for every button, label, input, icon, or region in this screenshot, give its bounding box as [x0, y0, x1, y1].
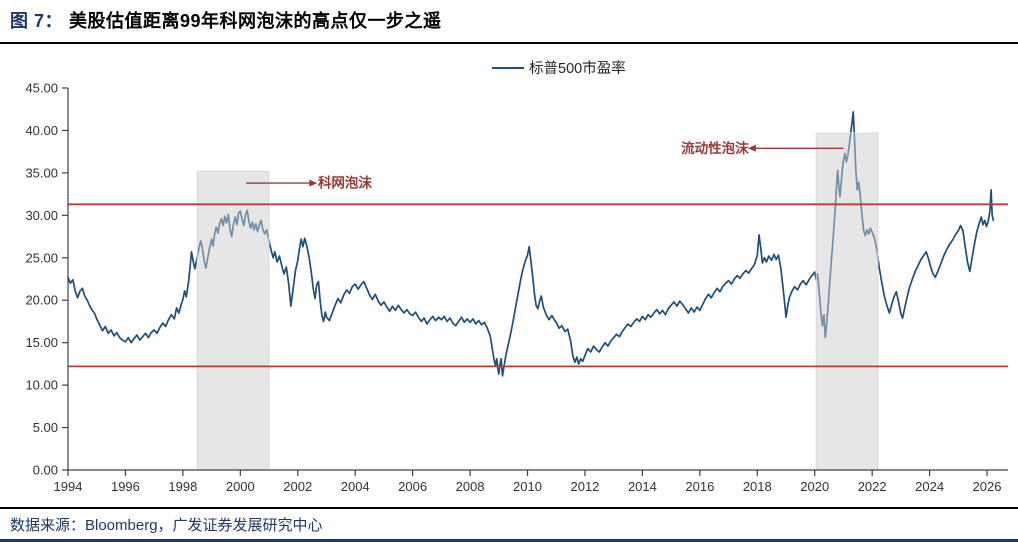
liquidity-bubble-label: 流动性泡沫 — [681, 140, 749, 156]
footer-divider-rule — [0, 507, 1018, 509]
x-tick-label: 2010 — [513, 479, 542, 494]
x-tick-label: 2004 — [341, 479, 370, 494]
x-tick-label: 2018 — [743, 479, 772, 494]
y-tick-label: 40.00 — [25, 123, 58, 138]
y-tick-label: 10.00 — [25, 378, 58, 393]
y-tick-label: 30.00 — [25, 208, 58, 223]
x-tick-label: 1994 — [54, 479, 83, 494]
x-tick-label: 2000 — [226, 479, 255, 494]
x-tick-label: 2020 — [800, 479, 829, 494]
x-tick-label: 2008 — [456, 479, 485, 494]
x-tick-label: 1998 — [168, 479, 197, 494]
y-tick-label: 20.00 — [25, 293, 58, 308]
data-source-text: 数据来源：Bloomberg，广发证券发展研究中心 — [10, 517, 323, 534]
y-tick-label: 0.00 — [33, 463, 58, 478]
y-tick-label: 15.00 — [25, 335, 58, 350]
sp500-pe-line-chart: 0.00 5.00 10.00 15.00 20.00 25.00 30.00 35.00 40… — [25, 60, 1008, 494]
x-tick-label: 2024 — [915, 479, 944, 494]
y-tick-label: 45.00 — [25, 81, 58, 96]
figure-title-row: 图 7： 美股估值距离99年科网泡沫的高点仅一步之遥 — [10, 7, 442, 33]
title-divider-rule — [0, 42, 1018, 44]
figure-title-text: 美股估值距离99年科网泡沫的高点仅一步之遥 — [69, 11, 442, 31]
figure-number-label: 图 7： — [10, 11, 64, 31]
x-tick-label: 2002 — [283, 479, 312, 494]
x-tick-label: 2016 — [685, 479, 714, 494]
dotcom-bubble-label: 科网泡沫 — [318, 175, 372, 191]
x-tick-label: 2026 — [973, 479, 1002, 494]
x-tick-label: 1996 — [111, 479, 140, 494]
page-bottom-rule — [0, 539, 1018, 542]
x-tick-label: 2012 — [570, 479, 599, 494]
x-tick-label: 2014 — [628, 479, 657, 494]
y-tick-label: 25.00 — [25, 250, 58, 265]
dotcom-bubble-label-arrowhead — [309, 179, 318, 187]
liquidity-bubble-label-arrowhead — [747, 144, 756, 152]
legend-label: 标普500市盈率 — [529, 60, 626, 77]
y-tick-label: 5.00 — [33, 420, 58, 435]
y-tick-label: 35.00 — [25, 165, 58, 180]
liquidity-bubble-region — [815, 132, 879, 471]
x-tick-label: 2006 — [398, 479, 427, 494]
x-tick-label: 2022 — [858, 479, 887, 494]
dotcom-bubble-region — [196, 170, 270, 471]
